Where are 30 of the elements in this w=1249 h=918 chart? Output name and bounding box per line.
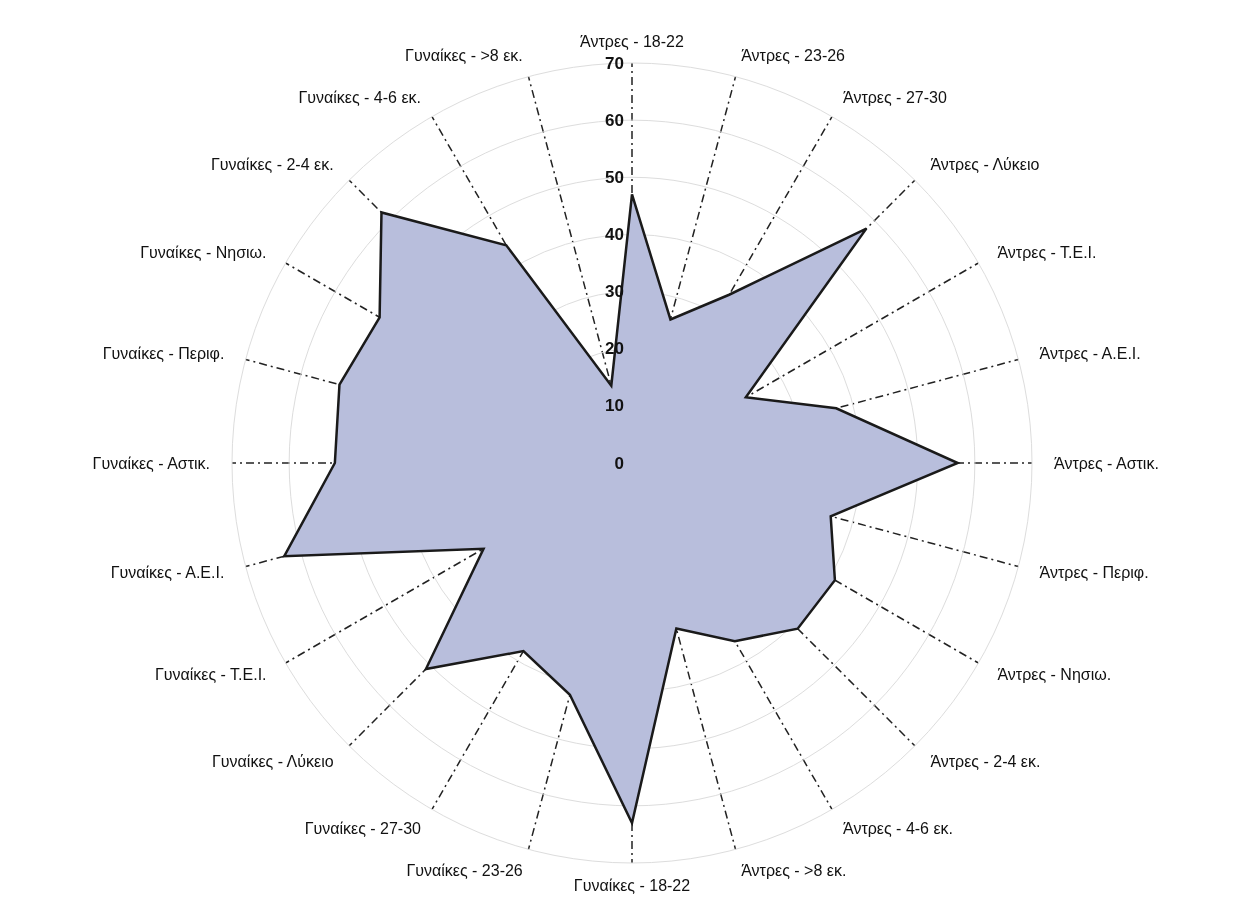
y-tick-label: 40 [605, 224, 624, 244]
spoke-label: Γυναίκες - 4-6 εκ. [298, 89, 421, 107]
y-tick-label: 70 [605, 53, 624, 73]
spoke-label: Άντρες - Αστικ. [1054, 454, 1159, 472]
spoke-label: Άντρες - 18-22 [580, 32, 684, 50]
y-tick-label: 0 [614, 453, 624, 473]
spoke-label: Γυναίκες - 2-4 εκ. [211, 156, 334, 174]
spoke-label: Άντρες - >8 εκ. [741, 862, 847, 880]
spoke-label: Γυναίκες - Τ.Ε.Ι. [154, 665, 267, 683]
spoke-label: Άντρες - Νησιω. [997, 665, 1112, 683]
spoke-label: Γυναίκες - Α.Ε.Ι. [110, 563, 225, 581]
spoke-label: Άντρες - Λύκειο [930, 156, 1040, 174]
spoke-label: Άντρες - Περιφ. [1039, 563, 1149, 581]
y-tick-label: 60 [605, 110, 624, 130]
spoke-label: Γυναίκες - >8 εκ. [405, 46, 523, 64]
spoke-label: Άντρες - Τ.Ε.Ι. [997, 243, 1097, 261]
spoke-label: Άντρες - Α.Ε.Ι. [1039, 345, 1141, 363]
spoke-label: Γυναίκες - 18-22 [573, 876, 691, 894]
spoke-label: Άντρες - 23-26 [741, 46, 846, 64]
spoke-label: Γυναίκες - Αστικ. [92, 454, 210, 472]
spoke-label: Άντρες - 2-4 εκ. [930, 752, 1041, 770]
spoke-label: Άντρες - 27-30 [843, 89, 947, 107]
spoke-label: Γυναίκες - Περιφ. [102, 345, 225, 363]
spoke-label: Γυναίκες - Νησιω. [140, 243, 267, 261]
y-tick-label: 50 [605, 167, 624, 187]
y-tick-label: 10 [605, 396, 624, 416]
spoke-label: Γυναίκες - Λύκειο [212, 752, 334, 770]
spoke-label: Γυναίκες - 27-30 [304, 819, 422, 837]
spoke-label: Άντρες - 4-6 εκ. [843, 819, 954, 837]
spoke-label: Γυναίκες - 23-26 [406, 862, 523, 880]
